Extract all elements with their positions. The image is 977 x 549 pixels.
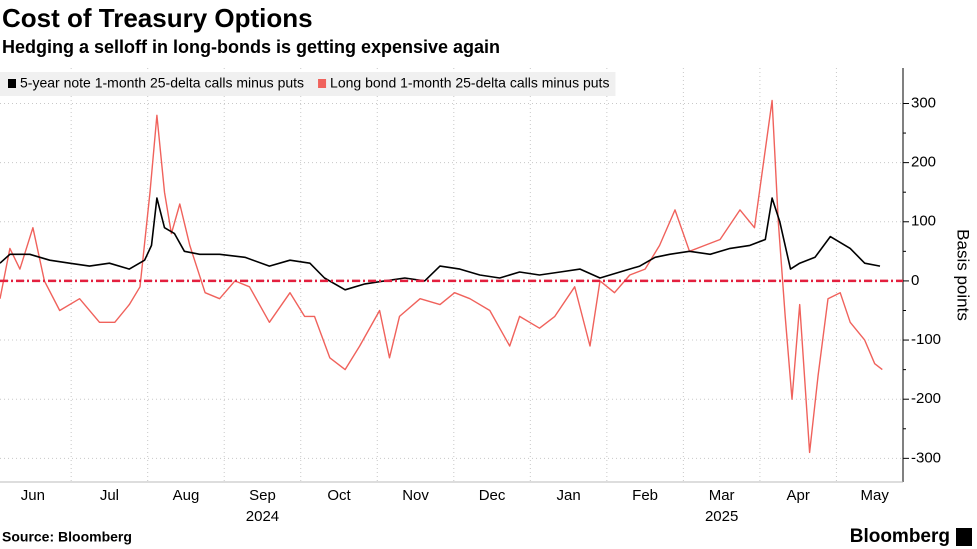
legend-background <box>0 72 616 96</box>
brand-icon <box>956 528 972 546</box>
y-tick-label: 100 <box>911 213 936 230</box>
legend-label: Long bond 1-month 25-delta calls minus p… <box>330 75 609 91</box>
y-tick-label: -100 <box>911 331 941 348</box>
x-tick-label: Aug <box>173 487 200 504</box>
brand: Bloomberg <box>850 526 950 547</box>
y-tick-label: 0 <box>911 272 919 289</box>
y-tick-label: -300 <box>911 449 941 466</box>
legend-swatch <box>318 79 327 88</box>
x-tick-label: Dec <box>479 487 506 504</box>
legend-swatch <box>8 79 16 88</box>
x-tick-label: Jul <box>100 487 119 504</box>
chart-subtitle: Hedging a selloff in long-bonds is getti… <box>2 37 500 57</box>
source: Source: Bloomberg <box>2 529 132 545</box>
x-year-label: 2024 <box>246 508 279 525</box>
x-tick-label: Mar <box>709 487 735 504</box>
y-tick-label: 200 <box>911 154 936 171</box>
x-tick-label: Jan <box>556 487 580 504</box>
x-tick-label: Apr <box>786 487 809 504</box>
x-tick-label: Sep <box>249 487 276 504</box>
legend-label: 5-year note 1-month 25-delta calls minus… <box>20 75 304 91</box>
x-year-label: 2025 <box>705 508 738 525</box>
y-tick-label: 300 <box>911 94 936 111</box>
x-tick-label: Feb <box>632 487 658 504</box>
y-axis-label: Basis points <box>954 229 973 321</box>
x-tick-label: Jun <box>21 487 45 504</box>
line-series <box>0 197 881 291</box>
x-tick-label: Oct <box>327 487 351 504</box>
line-series <box>0 99 883 454</box>
x-tick-label: May <box>861 487 890 504</box>
x-tick-label: Nov <box>402 487 429 504</box>
chart-title: Cost of Treasury Options <box>2 3 313 33</box>
y-tick-label: -200 <box>911 390 941 407</box>
